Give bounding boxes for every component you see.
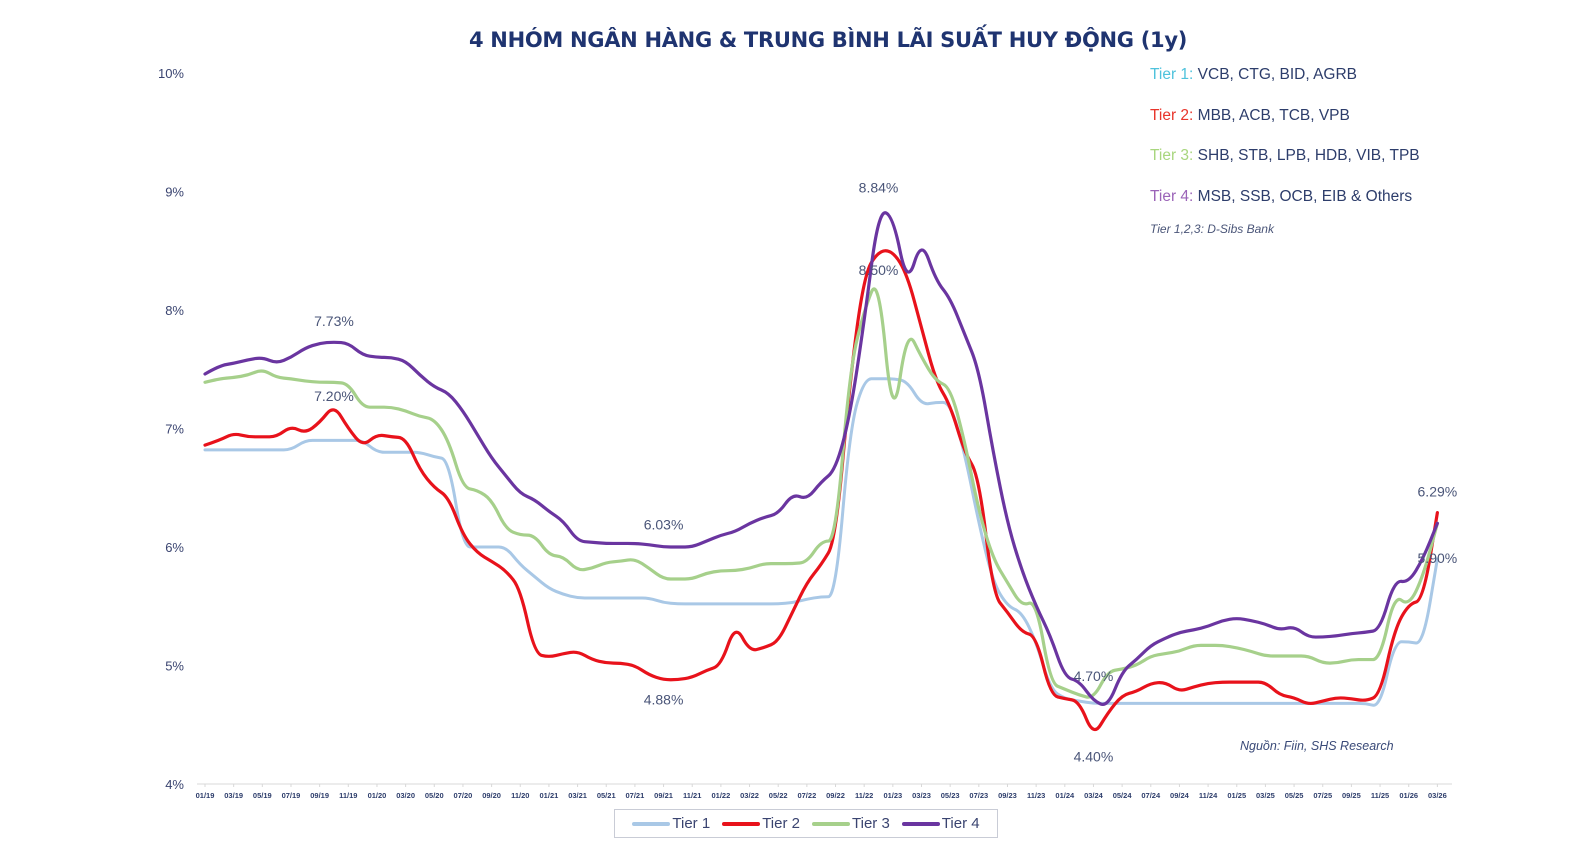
x-tick-label: 03/25: [1256, 791, 1275, 800]
data-label: 7.20%: [314, 388, 354, 404]
y-tick-label: 9%: [165, 185, 184, 200]
legend: Tier 1 Tier 2 Tier 3 Tier 4: [614, 809, 998, 838]
x-tick-label: 11/20: [511, 791, 529, 800]
x-tick-label: 05/25: [1285, 791, 1304, 800]
x-tick-label: 07/22: [797, 791, 816, 800]
y-axis: 4% 5% 6% 7% 8% 9% 10%: [158, 66, 184, 792]
data-label: 4.70%: [1074, 668, 1114, 684]
x-tick-label: 05/22: [769, 791, 788, 800]
x-tick-label: 07/19: [282, 791, 301, 800]
x-tick-label: 03/24: [1084, 791, 1104, 800]
tier-banks: SHB, STB, LPB, HDB, VIB, TPB: [1197, 147, 1420, 164]
y-tick-label: 4%: [165, 777, 184, 792]
data-label: 4.40%: [1074, 749, 1114, 765]
legend-label: Tier 1: [672, 815, 711, 832]
x-tick-label: 07/25: [1313, 791, 1332, 800]
x-tick-label: 07/24: [1141, 791, 1161, 800]
x-tick-label: 07/21: [626, 791, 645, 800]
x-tick-label: 11/23: [1027, 791, 1045, 800]
y-tick-label: 7%: [165, 422, 184, 437]
data-label: 7.73%: [314, 313, 354, 329]
tier-label: Tier 4:: [1150, 187, 1194, 205]
tier-label: Tier 1:: [1150, 66, 1194, 83]
legend-item-tier-3: Tier 3: [812, 815, 890, 832]
x-tick-label: 01/23: [883, 791, 902, 800]
series-lines: [203, 211, 1439, 732]
tier-group-2: Tier 2: MBB, ACB, TCB, VPB: [1150, 107, 1420, 148]
x-tick-label: 07/20: [454, 791, 473, 800]
x-tick-label: 03/19: [224, 791, 243, 800]
tier-banks: MSB, SSB, OCB, EIB & Others: [1197, 187, 1413, 205]
legend-label: Tier 3: [852, 815, 890, 832]
x-tick-label: 01/19: [196, 791, 215, 800]
x-tick-label: 09/25: [1342, 791, 1361, 800]
x-tick-label: 11/21: [683, 791, 701, 800]
x-tick-label: 01/20: [368, 791, 387, 800]
x-tick-label: 09/22: [826, 791, 845, 800]
x-tick-label: 01/21: [540, 791, 559, 800]
legend-item-tier-1: Tier 1: [632, 815, 710, 832]
x-tick-label: 01/24: [1055, 791, 1075, 800]
legend-item-tier-2: Tier 2: [722, 815, 800, 832]
legend-swatch: [722, 821, 761, 826]
data-label: 4.88%: [644, 692, 684, 708]
x-tick-label: 11/25: [1371, 791, 1389, 800]
legend-swatch: [632, 821, 671, 826]
data-label: 8.84%: [859, 179, 899, 195]
y-tick-label: 8%: [165, 303, 184, 318]
legend-label: Tier 4: [941, 815, 980, 832]
series-line-tier-1: [203, 377, 1439, 707]
x-tick-label: 05/23: [941, 791, 960, 800]
y-tick-label: 6%: [165, 540, 184, 555]
x-tick-label: 05/19: [253, 791, 272, 800]
data-label: 6.03%: [644, 516, 684, 532]
data-label: 8.50%: [859, 262, 899, 278]
x-tick-label: 03/20: [396, 791, 415, 800]
x-tick-label: 03/26: [1428, 791, 1447, 800]
x-tick-label: 09/23: [998, 791, 1017, 800]
chart-title: 4 NHÓM NGÂN HÀNG & TRUNG BÌNH LÃI SUẤT H…: [468, 28, 1188, 52]
tier-note: Tier 1,2,3: D-Sibs Bank: [1150, 222, 1274, 236]
x-tick-label: 05/20: [425, 791, 444, 800]
x-tick-label: 03/21: [568, 791, 587, 800]
annotations: 7.73% 7.20% 6.03% 4.88% 8.84% 8.50% 4.70% 4.40%…: [314, 179, 1457, 764]
series-line-tier-2: [203, 249, 1439, 732]
series-line-tier-3: [203, 287, 1439, 699]
data-label: 5.90%: [1418, 550, 1458, 566]
x-tick-label: 01/26: [1399, 791, 1418, 800]
source-note: Nguồn: Fiin, SHS Research: [1240, 739, 1394, 753]
y-tick-label: 5%: [165, 659, 184, 674]
x-tick-label: 07/23: [969, 791, 988, 800]
x-tick-label: 03/22: [740, 791, 759, 800]
x-tick-label: 09/21: [654, 791, 673, 800]
y-tick-label: 10%: [158, 66, 184, 81]
tier-group-1: Tier 1: VCB, CTG, BID, AGRB: [1150, 66, 1420, 107]
legend-swatch: [901, 821, 940, 826]
legend-swatch: [812, 821, 850, 826]
x-tick-label: 09/24: [1170, 791, 1190, 800]
tier-banks: VCB, CTG, BID, AGRB: [1197, 66, 1358, 83]
x-axis: 01/19 03/19 05/19 07/19 09/19 11/19 01/20 03/20…: [196, 783, 1452, 800]
data-label: 6.29%: [1418, 484, 1458, 500]
tier-label: Tier 2:: [1150, 106, 1194, 124]
series-line-tier-4: [203, 211, 1439, 707]
x-tick-label: 09/19: [310, 791, 329, 800]
x-tick-label: 11/24: [1199, 791, 1218, 800]
x-tick-label: 09/20: [482, 791, 501, 800]
x-tick-label: 01/25: [1227, 791, 1246, 800]
x-tick-label: 05/21: [597, 791, 616, 800]
x-tick-label: 11/19: [339, 791, 357, 800]
legend-item-tier-4: Tier 4: [901, 815, 980, 832]
x-tick-label: 05/24: [1113, 791, 1133, 800]
tier-group-3: Tier 3: SHB, STB, LPB, HDB, VIB, TPB: [1150, 147, 1420, 188]
tier-groups: Tier 1: VCB, CTG, BID, AGRB Tier 2: MBB,…: [1150, 66, 1420, 236]
tier-banks: MBB, ACB, TCB, VPB: [1197, 106, 1350, 124]
x-tick-label: 01/22: [711, 791, 730, 800]
legend-label: Tier 2: [762, 815, 800, 832]
x-tick-label: 03/23: [912, 791, 931, 800]
tier-label: Tier 3:: [1150, 147, 1194, 164]
tier-group-4: Tier 4: MSB, SSB, OCB, EIB & Others: [1150, 188, 1420, 229]
x-tick-label: 11/22: [855, 791, 873, 800]
